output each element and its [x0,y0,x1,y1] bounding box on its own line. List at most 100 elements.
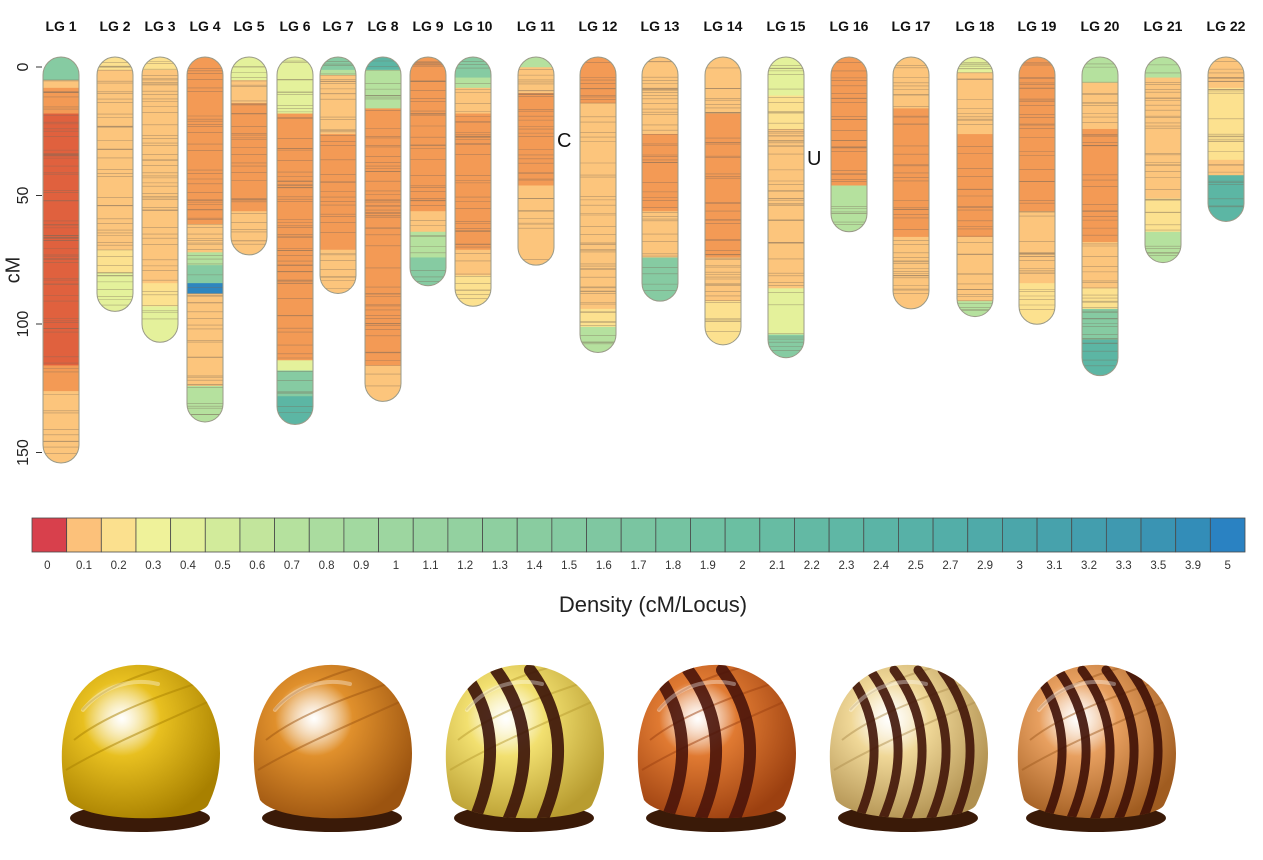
density-band [580,103,616,310]
shell-band [490,664,531,819]
density-band [1145,198,1181,233]
density-band [455,249,491,276]
density-band [43,113,79,366]
linkage-group-label: LG 2 [99,18,130,34]
shell-band [889,665,927,819]
linkage-group: LG 4 [186,18,224,423]
density-band [97,69,133,251]
legend-swatch [204,517,241,553]
legend-value-label: 0.1 [76,560,92,572]
linkage-group-outline [704,56,742,346]
orange-unbanded-shell [253,664,412,832]
legend-value-label: 0.7 [284,560,300,572]
shell-band [865,665,903,819]
linkage-group-outline [830,56,868,233]
density-band [187,293,223,387]
shell-band [937,665,975,819]
linkage-group-label: LG 17 [892,18,931,34]
whorl-line [81,664,220,711]
density-band [1019,211,1055,284]
density-band [43,57,79,81]
density-band [365,365,401,402]
linkage-group-label: LG 22 [1207,18,1246,34]
density-band [1019,283,1055,325]
linkage-group: LG 12 [579,18,618,354]
linkage-group: LG 8 [364,18,402,402]
linkage-group: LG 7 [319,18,357,294]
legend-value-label: 1.4 [527,560,544,572]
density-band [893,236,929,309]
legend-swatch [655,517,691,553]
legend-value-label: 1.6 [596,560,612,572]
legend-swatch [724,517,761,553]
linkage-group: LG 16 [830,18,869,233]
shell-band [716,664,757,819]
linkage-group: LG 14 [704,18,743,346]
y-axis-label: cM [2,257,24,284]
linkage-group-outline [1018,56,1056,325]
shell-band [1053,665,1091,819]
density-band [187,265,223,284]
legend-swatch [620,517,657,553]
shell-band [1125,665,1163,819]
legend-swatch [274,517,310,553]
legend-value-label: 3.2 [1081,560,1097,572]
linkage-group-outline [319,56,357,294]
legend-swatch [239,517,275,553]
whorl-line [273,664,412,711]
density-band [768,128,804,289]
density-band [320,57,356,71]
linkage-group-outline [517,56,555,266]
legend-swatch [1140,517,1177,553]
density-band [410,211,446,233]
density-band [1208,87,1244,161]
yellow-banded-shell [445,664,604,832]
density-band [187,283,223,294]
shell-band [682,664,723,819]
density-band [43,391,79,464]
shell-body [253,664,412,819]
legend-swatch [135,517,172,553]
density-band [320,74,356,135]
density-band [320,69,356,76]
legend-swatch [516,517,553,553]
density-band [187,385,223,422]
legend-swatch [412,517,449,553]
legend-value-label: 0.8 [319,560,335,572]
linkage-group-label: LG 6 [279,18,310,34]
density-band [277,57,313,115]
y-tick-label: 100 [15,311,32,338]
legend-swatch [1002,517,1038,553]
density-band [768,288,804,336]
legend-value-label: 3.3 [1116,560,1132,572]
linkage-group-label: LG 12 [579,18,618,34]
linkage-group: LG 15 [767,18,806,359]
legend-swatch [482,517,518,553]
shell-body [61,664,220,819]
density-band [1082,308,1118,341]
y-tick-label: 50 [15,187,32,205]
linkage-group-outline [141,56,179,343]
legend-value-label: 0.6 [249,560,265,572]
legend-value-label: 3.9 [1185,560,1201,572]
legend-value-label: 1.9 [700,560,716,572]
density-band [277,360,313,372]
legend-swatch [308,517,345,553]
linkage-group-outline [1207,56,1245,222]
linkage-group-label: LG 7 [322,18,353,34]
density-band [518,92,554,186]
shell-band [648,664,689,819]
linkage-group-outline [1144,56,1182,264]
legend-swatch [1175,517,1211,553]
linkage-group-label: LG 15 [767,18,806,34]
legend-value-label: 1.8 [665,560,681,572]
density-band [705,257,741,302]
density-band [642,57,678,135]
linkage-map: 0 50 100 150 cM LG 1 LG 2 LG 3 LG 4 LG 5 LG 6 LG 7 L… [2,18,1246,466]
legend-value-label: 2.4 [873,560,890,572]
orange-multi-banded-shell [1017,664,1176,832]
density-band [1082,339,1118,376]
legend-value-label: 0.4 [180,560,197,572]
legend-swatch [1209,517,1246,553]
density-band [1082,82,1118,130]
